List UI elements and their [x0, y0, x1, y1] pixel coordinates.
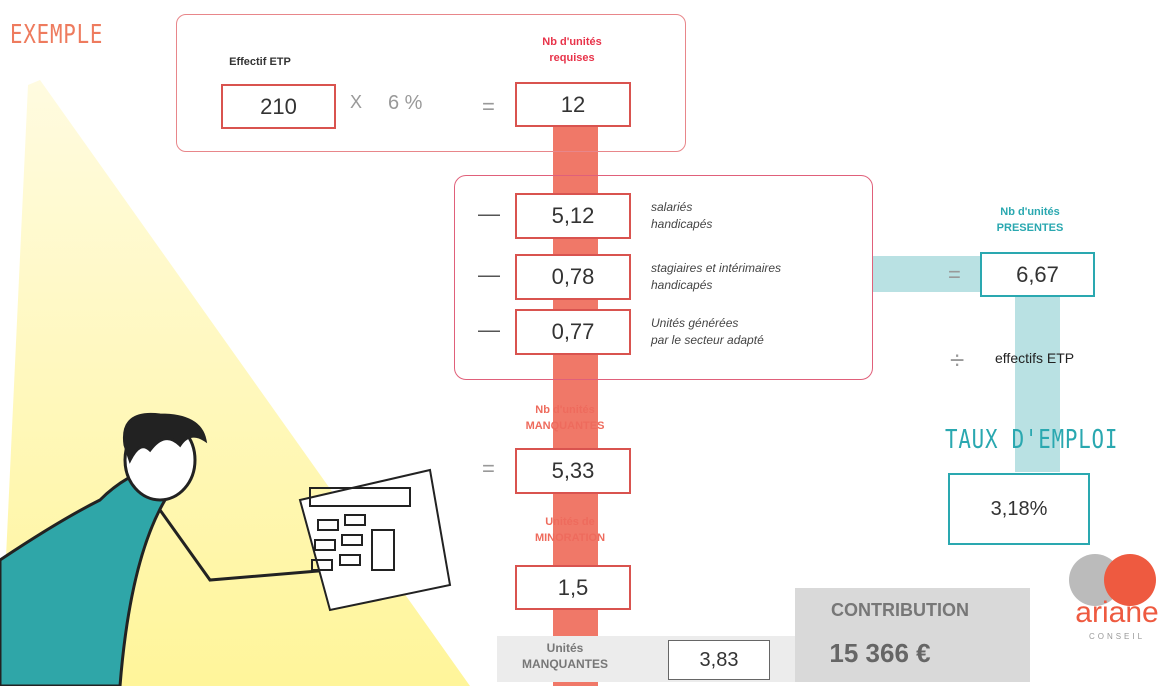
- value-box: 0,78: [515, 254, 631, 300]
- heading-line: Nb d'unités: [505, 402, 625, 418]
- value-box: 12: [515, 82, 631, 127]
- heading-line: MANQUANTES: [505, 418, 625, 434]
- label-line: Unités générées: [651, 315, 764, 332]
- heading-line: MINORATION: [510, 530, 630, 546]
- page: EXEMPLE Effectif ETP 210 X 6 % = Nb d'un…: [0, 0, 1175, 686]
- label-line: salariés: [651, 199, 712, 216]
- logo-name: ariane: [1062, 596, 1172, 630]
- heading-line: requises: [512, 50, 632, 66]
- operator: —: [478, 317, 500, 343]
- heading: CONTRIBUTION: [800, 600, 1000, 621]
- label-line: Unités: [500, 640, 630, 656]
- title: EXEMPLE: [10, 20, 103, 50]
- operator: =: [482, 94, 495, 120]
- value-box: 5,33: [515, 448, 631, 494]
- operator: X: [350, 92, 362, 113]
- value-box: 1,5: [515, 565, 631, 610]
- heading: TAUX D'EMPLOI: [945, 425, 1118, 455]
- label: effectifs ETP: [995, 350, 1074, 366]
- label-line: par le secteur adapté: [651, 332, 764, 349]
- value-box: 3,18%: [948, 473, 1090, 545]
- value-box: 6,67: [980, 252, 1095, 297]
- contribution-value: 15 366 €: [800, 638, 960, 669]
- label-line: stagiaires et intérimaires: [651, 260, 781, 277]
- rate: 6 %: [388, 92, 422, 115]
- teal-bar: [873, 256, 980, 292]
- value-box: 210: [221, 84, 336, 129]
- label-line: handicapés: [651, 277, 781, 294]
- heading-line: Unités de: [510, 514, 630, 530]
- operator: =: [948, 262, 961, 288]
- label-line: handicapés: [651, 216, 712, 233]
- operator: =: [482, 456, 495, 482]
- operator: ÷: [950, 345, 964, 376]
- logo-subtitle: CONSEIL: [1062, 632, 1172, 641]
- operator: —: [478, 262, 500, 288]
- heading-line: Nb d'unités: [970, 204, 1090, 220]
- operator: —: [478, 201, 500, 227]
- heading-line: PRESENTES: [970, 220, 1090, 236]
- value-box: 3,83: [668, 640, 770, 680]
- heading-line: Nb d'unités: [512, 34, 632, 50]
- value-box: 0,77: [515, 309, 631, 355]
- label: Effectif ETP: [220, 54, 300, 70]
- value-box: 5,12: [515, 193, 631, 239]
- label-line: MANQUANTES: [500, 656, 630, 672]
